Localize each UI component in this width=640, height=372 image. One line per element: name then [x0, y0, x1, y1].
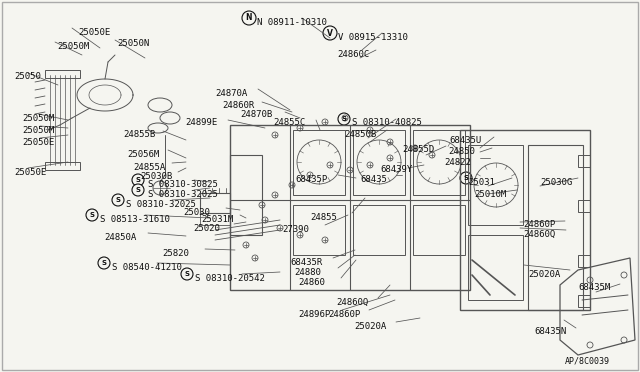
- Bar: [45, 70, 80, 78]
- Bar: [353, 130, 405, 195]
- Text: 68435N: 68435N: [534, 327, 566, 336]
- Bar: [413, 130, 465, 195]
- Circle shape: [242, 11, 256, 25]
- Bar: [578, 200, 590, 212]
- Text: 25020A: 25020A: [528, 270, 560, 279]
- Text: 25010M: 25010M: [474, 190, 506, 199]
- Text: 68435R: 68435R: [290, 258, 323, 267]
- Bar: [293, 205, 345, 255]
- Text: 25030B: 25030B: [140, 172, 172, 181]
- Text: 68435P: 68435P: [295, 175, 327, 184]
- Text: S: S: [90, 212, 95, 218]
- Text: 24855A: 24855A: [133, 163, 165, 172]
- Bar: [200, 193, 230, 213]
- Text: S: S: [184, 271, 189, 277]
- Circle shape: [132, 184, 144, 196]
- Text: 24860: 24860: [298, 278, 325, 287]
- Circle shape: [323, 26, 337, 40]
- Text: 25820: 25820: [162, 249, 189, 258]
- Circle shape: [112, 194, 124, 206]
- Text: S 08310-32025: S 08310-32025: [126, 200, 196, 209]
- Text: 25050E: 25050E: [78, 28, 110, 37]
- Text: 25050: 25050: [14, 72, 41, 81]
- Bar: [45, 162, 80, 170]
- Text: 25050M: 25050M: [22, 126, 54, 135]
- Text: S: S: [136, 187, 141, 193]
- Text: S: S: [102, 260, 106, 266]
- Text: S: S: [115, 197, 120, 203]
- Text: 25050N: 25050N: [117, 39, 149, 48]
- Text: 24860P: 24860P: [523, 220, 556, 229]
- Bar: [578, 155, 590, 167]
- Text: 68439Y: 68439Y: [380, 165, 412, 174]
- Text: 24870A: 24870A: [215, 89, 247, 98]
- Text: S: S: [463, 175, 468, 181]
- Circle shape: [338, 113, 350, 125]
- Bar: [200, 213, 230, 225]
- Text: S 08310-40825: S 08310-40825: [352, 118, 422, 127]
- Circle shape: [181, 268, 193, 280]
- Text: S 08310-30825: S 08310-30825: [148, 180, 218, 189]
- Text: 24855D: 24855D: [402, 145, 435, 154]
- Text: 68435: 68435: [360, 175, 387, 184]
- Text: 25050E: 25050E: [14, 168, 46, 177]
- Circle shape: [132, 174, 144, 186]
- Text: 24850: 24850: [448, 147, 475, 156]
- Circle shape: [86, 209, 98, 221]
- Bar: [528, 145, 583, 310]
- Text: S 08513-31610: S 08513-31610: [100, 215, 170, 224]
- Text: AP/8C0039: AP/8C0039: [565, 356, 610, 365]
- Text: 24860R: 24860R: [222, 101, 254, 110]
- Circle shape: [98, 257, 110, 269]
- Text: 25020: 25020: [193, 224, 220, 233]
- Text: S 08310-32025: S 08310-32025: [148, 190, 218, 199]
- Text: 24870B: 24870B: [240, 110, 272, 119]
- Text: V 08915-13310: V 08915-13310: [338, 33, 408, 42]
- Text: 24860Q: 24860Q: [336, 298, 368, 307]
- Text: 25050M: 25050M: [22, 114, 54, 123]
- Text: N 08911-10310: N 08911-10310: [257, 18, 327, 27]
- Text: 25031M: 25031M: [201, 215, 233, 224]
- Text: S 08540-41210: S 08540-41210: [112, 263, 182, 272]
- Text: 24855C: 24855C: [273, 118, 305, 127]
- Bar: [468, 145, 523, 225]
- Text: 24850A: 24850A: [104, 233, 136, 242]
- Text: 24855: 24855: [310, 213, 337, 222]
- Text: 24860Q: 24860Q: [523, 230, 556, 239]
- Bar: [578, 255, 590, 267]
- Text: 27390: 27390: [282, 225, 309, 234]
- Text: 24896P: 24896P: [298, 310, 330, 319]
- Text: 24860C: 24860C: [337, 50, 369, 59]
- Text: 25030: 25030: [183, 208, 210, 217]
- Text: 68435U: 68435U: [449, 136, 481, 145]
- Text: 68435M: 68435M: [578, 283, 611, 292]
- Text: 24880: 24880: [294, 268, 321, 277]
- Text: 24899E: 24899E: [185, 118, 217, 127]
- Text: 25050M: 25050M: [57, 42, 89, 51]
- Bar: [230, 125, 470, 290]
- Text: 25030G: 25030G: [540, 178, 572, 187]
- Text: N: N: [246, 13, 252, 22]
- Bar: [293, 130, 345, 195]
- Text: 24860P: 24860P: [328, 310, 360, 319]
- Bar: [230, 155, 262, 235]
- Bar: [353, 205, 405, 255]
- Bar: [578, 295, 590, 307]
- Text: S: S: [136, 177, 141, 183]
- Text: S: S: [342, 116, 346, 122]
- Text: S 08310-20542: S 08310-20542: [195, 274, 265, 283]
- Text: 25020A: 25020A: [354, 322, 387, 331]
- Text: 24822: 24822: [444, 158, 471, 167]
- Text: 25050E: 25050E: [22, 138, 54, 147]
- Bar: [460, 130, 590, 310]
- Circle shape: [460, 172, 472, 184]
- Text: V: V: [327, 29, 333, 38]
- Bar: [468, 235, 523, 300]
- Bar: [413, 205, 465, 255]
- Text: 24850B: 24850B: [344, 130, 376, 139]
- Text: 25031: 25031: [468, 178, 495, 187]
- Text: 24855B: 24855B: [123, 130, 156, 139]
- Text: 25056M: 25056M: [127, 150, 159, 159]
